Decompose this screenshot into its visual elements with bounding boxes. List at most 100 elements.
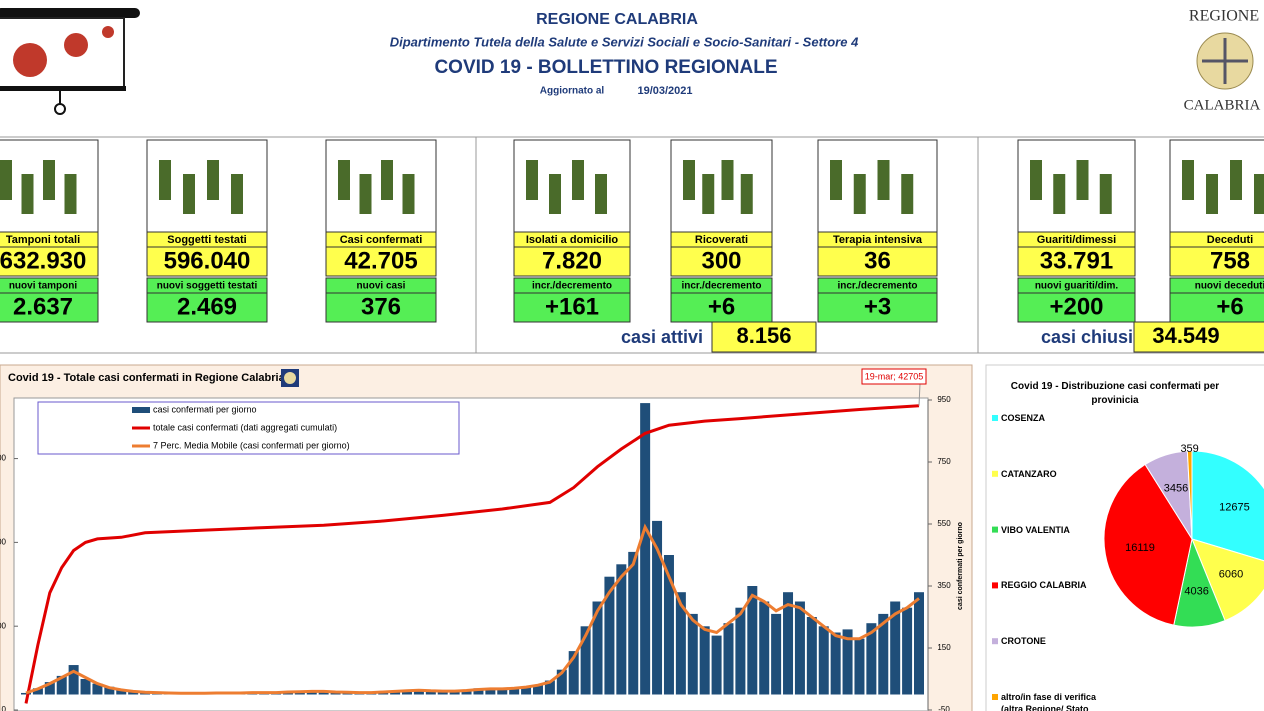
y2-tick-label: 750	[937, 457, 951, 466]
icon-figure	[877, 160, 890, 200]
total-value-bg	[711, 321, 817, 353]
pie-label: 12675	[1219, 501, 1250, 513]
y2-axis-label: casi confermati per giorno	[957, 522, 964, 610]
y2-tick-label: 350	[937, 581, 951, 590]
y-tick-label: 10000	[0, 454, 7, 463]
legend-swatch	[992, 638, 998, 645]
tile-value-bg	[325, 246, 437, 277]
bar	[604, 576, 615, 695]
pie-slice	[1191, 538, 1264, 622]
legend-swatch	[992, 582, 998, 589]
bar	[473, 688, 484, 695]
bar	[747, 586, 758, 695]
bar	[92, 683, 103, 695]
icon-figure	[0, 160, 12, 200]
tile-label: Soggetti testati	[167, 234, 246, 246]
legend-label: totale casi confermati (dati aggregati c…	[153, 422, 337, 432]
legend-label-box: VIBO VALENTIA	[1001, 524, 1070, 535]
bar	[497, 689, 508, 695]
total-label: casi attivi	[621, 327, 703, 347]
y-tick-label: 100	[0, 621, 7, 630]
bar	[794, 601, 805, 695]
legend-label: VIBO VALENTIA	[1001, 524, 1070, 535]
annotation-box	[861, 368, 927, 385]
icon-figure	[549, 174, 561, 214]
bar	[818, 626, 829, 695]
bar	[68, 665, 79, 695]
legend-swatch	[132, 407, 150, 413]
header-title: REGIONE CALABRIA	[536, 11, 698, 28]
icon-figure	[740, 174, 753, 214]
section-frame	[0, 136, 1264, 354]
icon-figure	[1182, 160, 1194, 200]
icon-figure	[702, 174, 715, 214]
tile-label: Isolati a domicilio	[526, 234, 619, 246]
tile-value: 7.820	[542, 247, 602, 274]
bar	[663, 555, 674, 695]
bar	[723, 623, 734, 695]
tile-value-bg	[1169, 246, 1264, 277]
bar	[902, 607, 913, 695]
bar	[592, 601, 603, 695]
total-value: 34.549	[1152, 323, 1219, 348]
tile-sub-label: incr./decremento	[681, 281, 761, 292]
tile-sub-label: nuovi soggetti testati	[157, 281, 258, 292]
bar	[116, 689, 127, 695]
legend-swatch	[992, 526, 998, 533]
y2-tick-label: 950	[937, 395, 951, 404]
bar	[842, 629, 853, 695]
bar	[783, 592, 794, 695]
tile-sub-label: incr./decremento	[837, 281, 917, 292]
tile-value: 758	[1210, 247, 1250, 274]
bar	[425, 690, 436, 695]
pie-slice	[1186, 450, 1193, 540]
bar	[866, 623, 877, 695]
icon-figure	[901, 174, 914, 214]
tile-sub-value: +161	[545, 293, 599, 320]
pie-label: 359	[1180, 443, 1198, 455]
annotation: 19-mar; 42705	[865, 371, 924, 381]
tile-sub-value-bg	[1017, 292, 1136, 323]
tile-value-bg	[670, 246, 773, 277]
bar	[854, 638, 865, 695]
icon-figure	[183, 174, 195, 214]
y2-tick-label: -50	[938, 705, 950, 711]
bar	[890, 601, 901, 695]
icon-figure	[853, 174, 866, 214]
bulletin-title: COVID 19 - BOLLETTINO REGIONALE	[434, 57, 777, 78]
tile-value-bg	[513, 246, 631, 277]
bar	[699, 626, 710, 695]
region-logo	[1196, 32, 1254, 90]
chart-title: Covid 19 - Totale casi confermati in Reg…	[8, 372, 286, 384]
legend-label-box: CATANZARO	[1001, 469, 1057, 479]
icon-figure	[1230, 160, 1242, 200]
bar	[806, 617, 817, 695]
icon-figure	[683, 160, 695, 200]
pie-title: Covid 19 - Distribuzione casi confermati…	[1010, 381, 1220, 406]
y-tick-label: 10	[0, 705, 7, 711]
bar	[830, 632, 841, 695]
icon-figure	[595, 174, 607, 214]
legend-swatch	[992, 694, 998, 700]
bar	[521, 686, 532, 695]
bar	[759, 601, 770, 695]
tile-sub-value-bg	[325, 292, 437, 323]
icon-figure	[1076, 160, 1089, 200]
icon-figure	[526, 160, 538, 200]
tile-label: Ricoverati	[695, 234, 748, 246]
bar	[128, 691, 139, 695]
tile-sub-value-bg	[0, 292, 99, 323]
icon-figure	[402, 174, 415, 214]
series-line	[25, 523, 920, 695]
total-label: casi chiusi	[1041, 327, 1133, 347]
icon-figure	[1254, 174, 1264, 214]
icon-figure	[43, 160, 55, 200]
bar	[628, 551, 639, 695]
tile-sub-value: 376	[361, 293, 401, 320]
pie-label: 4036	[1184, 586, 1208, 598]
legend-label-box: altro/in fase di verifica (altra Regione…	[1001, 692, 1096, 711]
bar	[687, 613, 698, 695]
logo-bottom: CALABRIA	[1184, 97, 1261, 113]
tile-label: Deceduti	[1207, 234, 1253, 246]
